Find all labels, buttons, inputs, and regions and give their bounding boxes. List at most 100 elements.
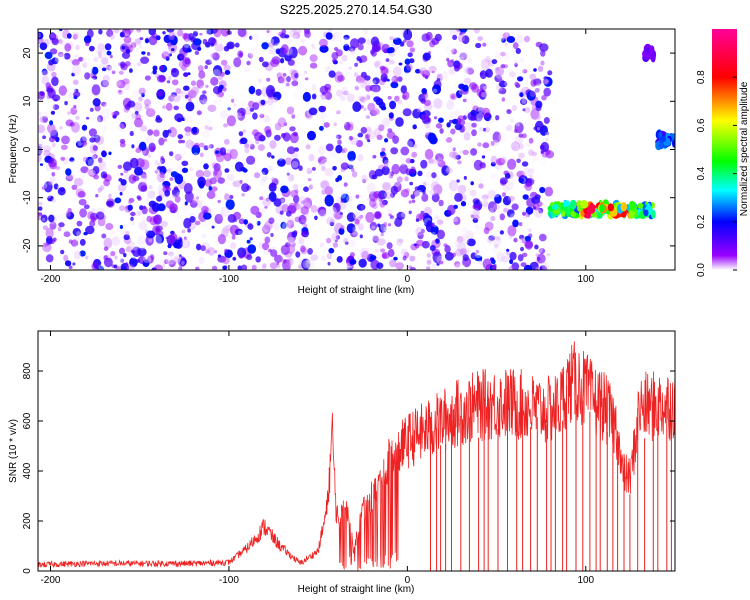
heatmap-cell [383,226,390,232]
heatmap-cell [441,165,450,176]
heatmap-cell [72,262,76,266]
heatmap-cell [539,43,549,52]
heatmap-cell [452,252,456,258]
heatmap-cell [476,205,480,209]
heatmap-cell [390,29,400,40]
heatmap-cell [201,233,207,239]
heatmap-cell [366,38,372,46]
heatmap-cell [348,135,354,141]
heatmap-cell [60,249,65,255]
heatmap-cell [70,107,78,115]
heatmap-cell [280,185,289,194]
heatmap-cell [495,158,505,166]
heatmap-cell [452,151,459,160]
heatmap-cell [517,76,524,82]
heatmap-cell [162,31,166,35]
heatmap-cell [495,67,500,71]
heatmap-cell [85,225,95,235]
heatmap-cell [168,203,178,212]
heatmap-cell [155,115,161,121]
heatmap-cell [270,59,280,68]
heatmap-cell [123,234,130,241]
heatmap-cell [55,206,65,215]
heatmap-cell [274,134,281,141]
heatmap-cell [340,117,347,126]
heatmap-cell [489,208,494,213]
heatmap-cell [333,122,338,127]
heatmap-cell [292,183,299,190]
heatmap-cell [134,117,143,128]
heatmap-cell [364,75,371,81]
heatmap-cell [310,254,319,261]
heatmap-cell [376,144,383,153]
heatmap-cell [498,80,508,88]
heatmap-cell [92,98,101,107]
snr-xtick-label: -200 [40,575,60,586]
heatmap-cell [524,35,530,43]
heatmap-cell [266,152,272,158]
heatmap-cell [407,52,413,58]
heatmap-ytick-label: 10 [22,95,33,107]
heatmap-cell [480,163,486,169]
heatmap-cell [472,217,479,223]
heatmap-cell [158,258,165,265]
heatmap-cell [507,158,517,170]
heatmap-cell [447,60,455,68]
heatmap-cell [446,57,450,62]
heatmap-cell [187,115,191,120]
heatmap-cell [292,242,296,247]
heatmap-cell [508,235,513,240]
heatmap-cell [222,87,227,92]
heatmap-cell [343,34,350,40]
heatmap-cell [534,87,540,93]
heatmap-cell [163,138,168,142]
heatmap-cell [72,99,82,111]
heatmap-cell [495,236,501,241]
heatmap-cell [335,144,343,154]
heatmap-cell [339,61,343,65]
heatmap-cell [119,142,126,148]
heatmap-cell [293,88,303,100]
heatmap-cell [388,174,394,179]
heatmap-cell [148,200,157,208]
heatmap-cell [499,177,508,185]
heatmap-cell [404,71,413,81]
heatmap-cell [355,75,366,84]
heatmap-xlabel: Height of straight line (km) [298,285,415,296]
heatmap-cell [412,108,422,119]
heatmap-cell [483,227,490,235]
heatmap-cell [173,254,182,263]
heatmap-cell [184,58,191,65]
heatmap-cell [381,147,386,152]
heatmap-cell [371,85,379,93]
heatmap-cell [140,174,148,184]
heatmap-cell [456,179,460,183]
heatmap-cell [541,261,550,270]
heatmap-cell [356,140,363,148]
heatmap-cell [247,223,254,230]
heatmap-cell [433,98,443,109]
heatmap-cell [455,107,460,114]
heatmap-cell [333,155,338,160]
heatmap-cell [266,102,276,112]
heatmap-cell [246,254,253,261]
heatmap-cell [451,94,455,99]
heatmap-cell [179,149,187,156]
heatmap-cell [309,62,318,69]
heatmap-cell [501,255,510,263]
heatmap-cell [518,143,524,150]
heatmap-ytick-label: 20 [22,47,33,59]
heatmap-cell [168,259,176,268]
heatmap-cell [356,56,362,62]
heatmap-cell [286,146,296,155]
heatmap-cell [284,157,293,165]
heatmap-cell [51,172,56,177]
heatmap-cell [362,29,370,35]
heatmap-cell [462,84,469,92]
heatmap-cell [101,130,107,135]
heatmap-cell [465,230,474,239]
heatmap-cell [60,212,67,219]
heatmap-cell [99,185,105,191]
heatmap-cell [101,53,110,63]
heatmap-cell [531,151,538,157]
